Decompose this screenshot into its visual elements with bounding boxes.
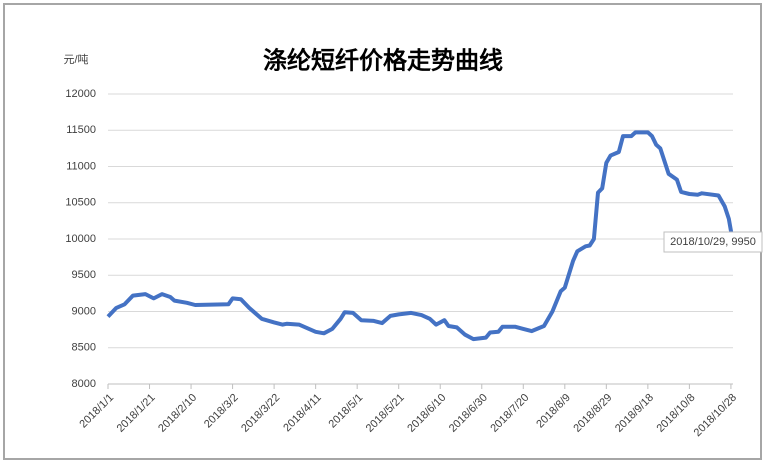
y-tick-label: 8000	[72, 378, 96, 390]
chart-title: 涤纶短纤价格走势曲线	[263, 46, 503, 74]
y-tick-label: 11500	[66, 124, 96, 136]
y-tick-label: 8500	[72, 342, 96, 354]
y-tick-label: 10500	[65, 197, 96, 209]
y-axis-label: 元/吨	[63, 53, 88, 66]
y-tick-label: 9000	[72, 305, 96, 317]
y-tick-label: 12000	[65, 88, 96, 100]
annotation-box	[663, 231, 763, 253]
y-tick-label: 10000	[65, 233, 96, 245]
line-series	[106, 130, 735, 342]
y-tick-label: 9500	[72, 269, 96, 281]
annotation: 2018/10/29, 9950	[670, 236, 756, 248]
y-tick-label: 11000	[66, 160, 96, 172]
chart-frame	[3, 3, 762, 460]
